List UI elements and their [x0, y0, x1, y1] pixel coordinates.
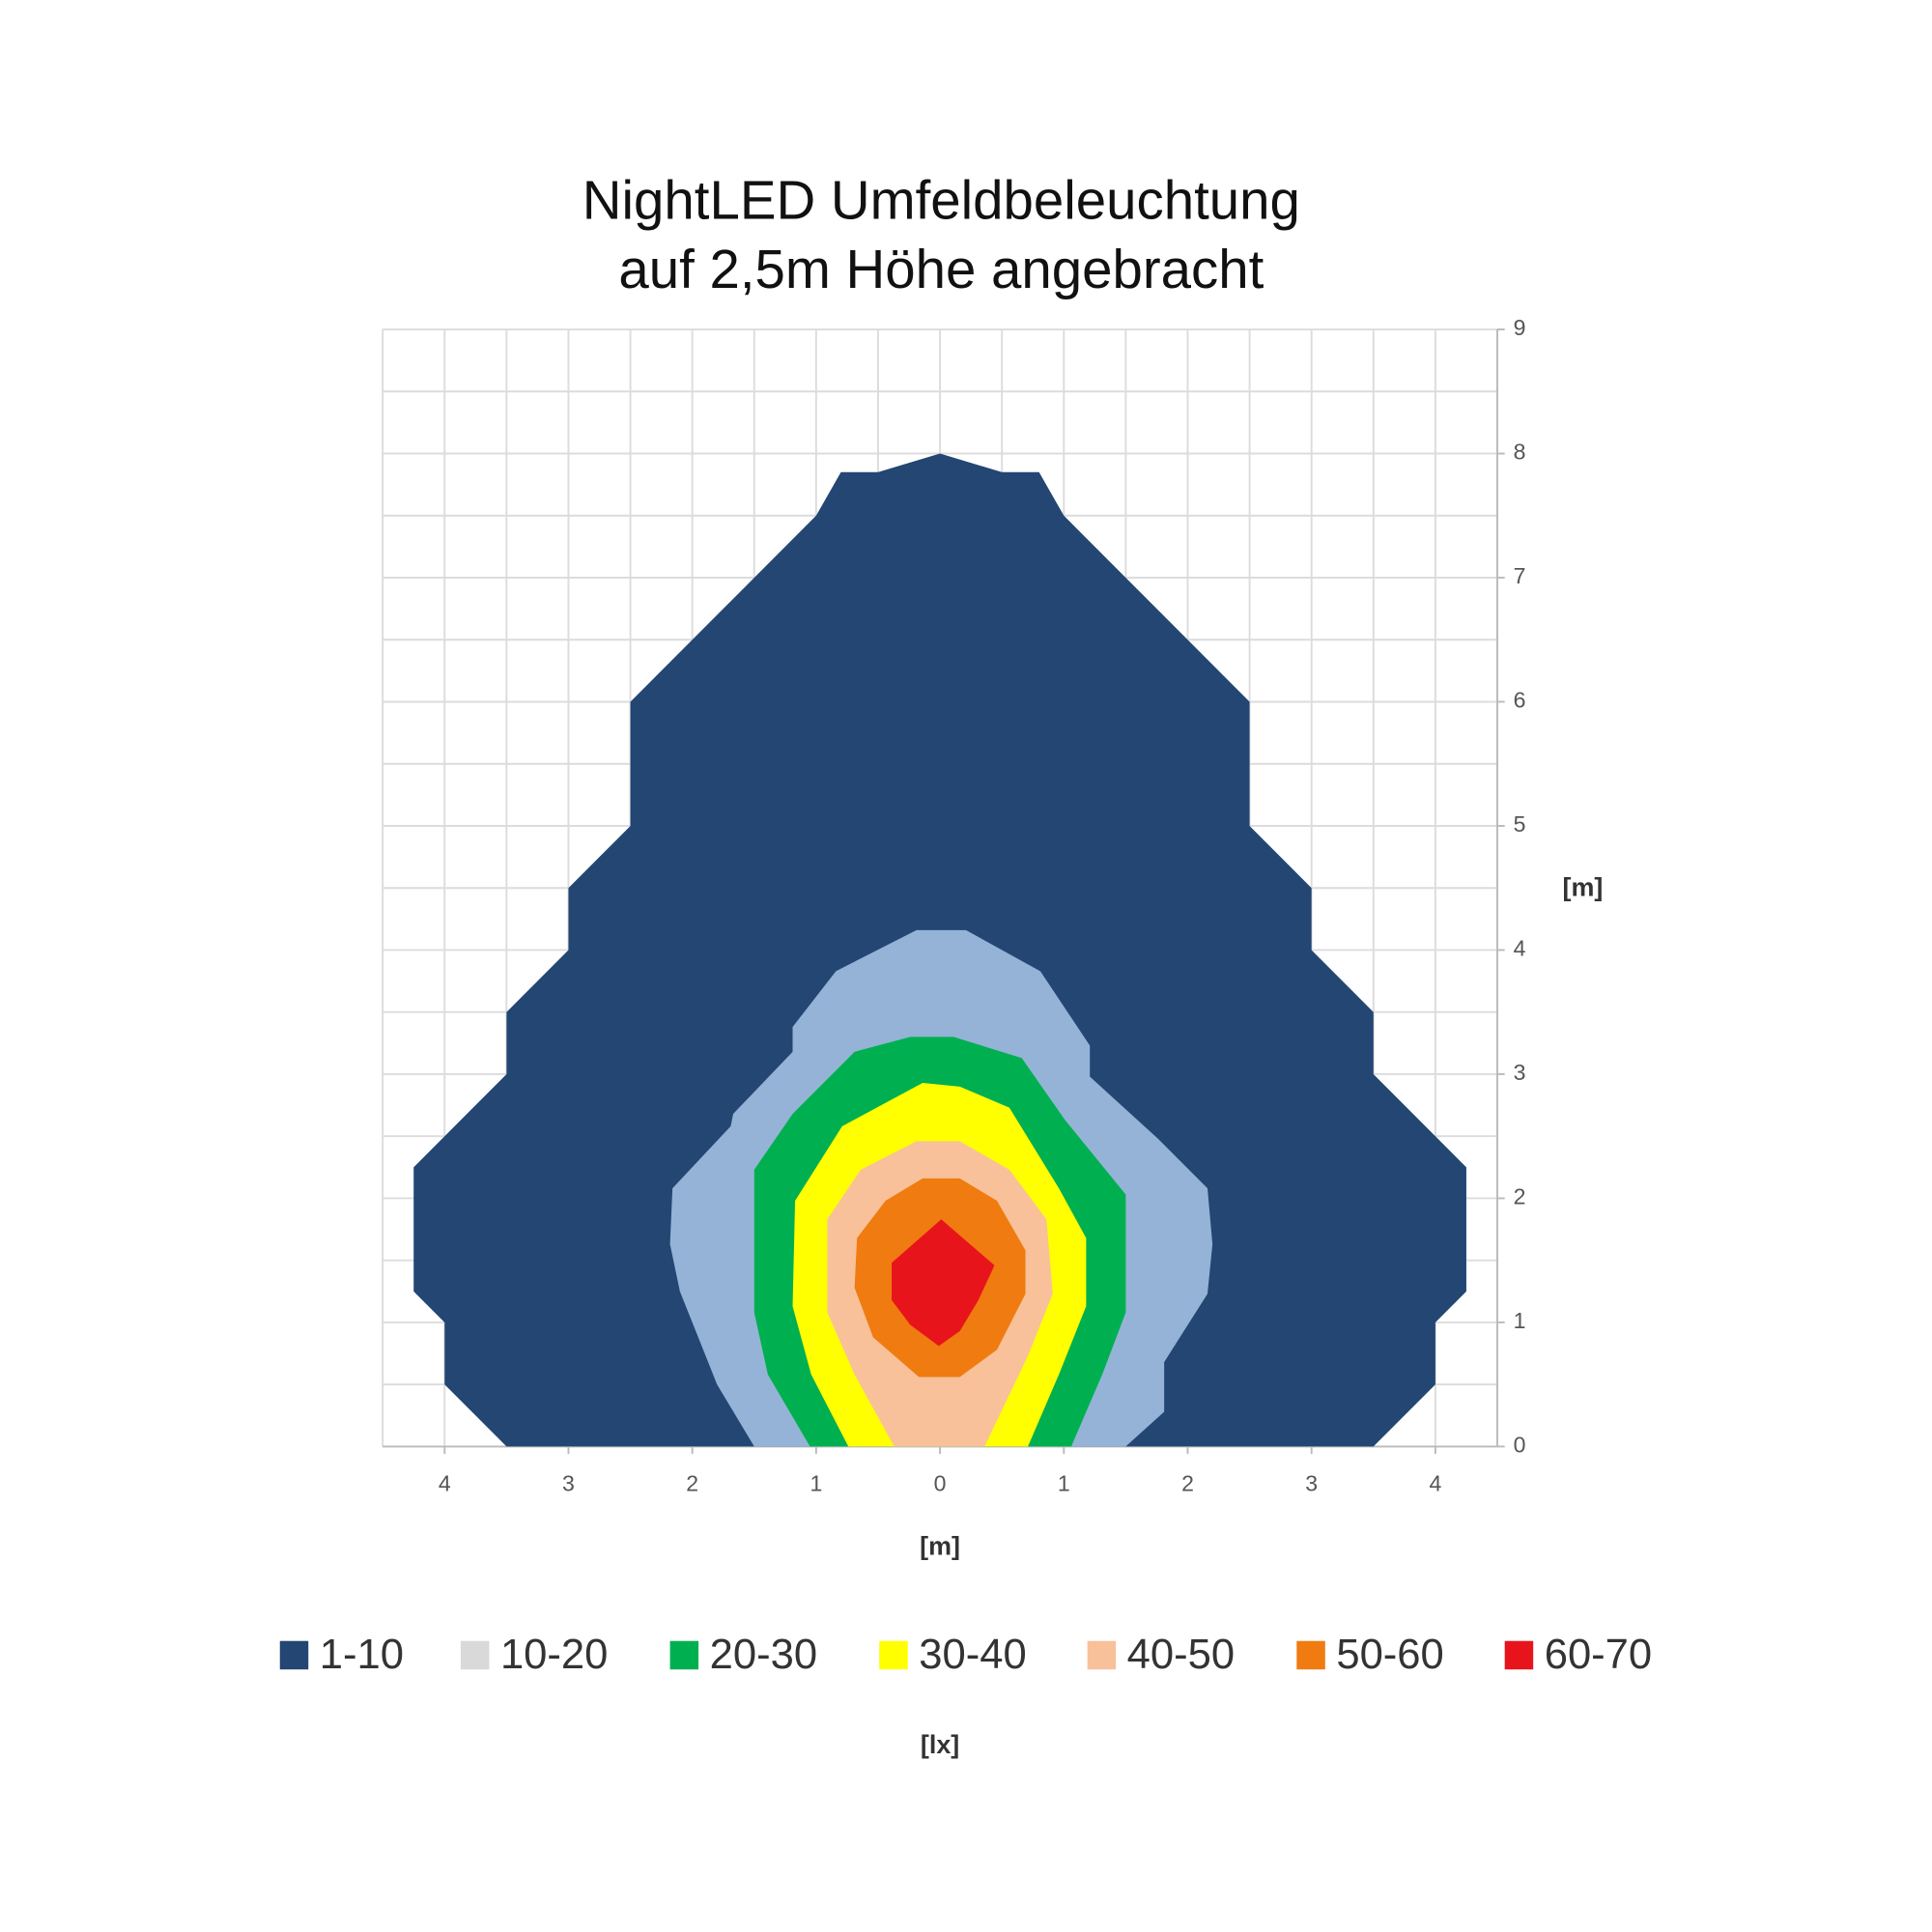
legend-swatch [1504, 1640, 1534, 1670]
chart-title: NightLED Umfeldbeleuchtung [582, 169, 1300, 230]
x-tick-label: 1 [810, 1470, 822, 1495]
y-tick-label: 6 [1514, 688, 1526, 713]
y-tick-label: 7 [1514, 563, 1526, 588]
y-axis-label: [m] [1563, 873, 1604, 902]
x-tick-label: 2 [686, 1470, 698, 1495]
x-axis-label: [m] [920, 1532, 960, 1561]
x-tick-label: 4 [439, 1470, 451, 1495]
x-tick-label: 3 [562, 1470, 575, 1495]
legend-swatch [879, 1640, 908, 1670]
legend-swatch [1296, 1640, 1325, 1670]
x-tick-label: 2 [1181, 1470, 1194, 1495]
legend-label: 60-70 [1545, 1632, 1652, 1678]
chart-subtitle: auf 2,5m Höhe angebracht [618, 239, 1264, 299]
legend-label: 10-20 [500, 1632, 608, 1678]
y-tick-label: 2 [1514, 1184, 1526, 1209]
y-tick-label: 4 [1514, 936, 1526, 961]
x-tick-label: 1 [1058, 1470, 1070, 1495]
legend-swatch [460, 1640, 490, 1670]
legend-title: [lx] [921, 1730, 959, 1759]
x-tick-label: 4 [1429, 1470, 1441, 1495]
y-tick-label: 1 [1514, 1308, 1526, 1333]
legend-label: 40-50 [1127, 1632, 1235, 1678]
legend-swatch [279, 1640, 309, 1670]
y-tick-label: 5 [1514, 811, 1526, 837]
legend-label: 50-60 [1336, 1632, 1443, 1678]
legend-swatch [669, 1640, 699, 1670]
legend-label: 20-30 [710, 1632, 817, 1678]
y-tick-label: 0 [1514, 1433, 1526, 1458]
y-tick-label: 8 [1514, 440, 1526, 465]
x-tick-label: 3 [1305, 1470, 1318, 1495]
y-tick-label: 9 [1514, 315, 1526, 340]
contour-region [892, 1219, 995, 1347]
legend-label: 1-10 [320, 1632, 404, 1678]
x-tick-label: 0 [934, 1470, 947, 1495]
y-tick-label: 3 [1514, 1060, 1526, 1085]
legend-swatch [1087, 1640, 1117, 1670]
legend-label: 30-40 [919, 1632, 1026, 1678]
